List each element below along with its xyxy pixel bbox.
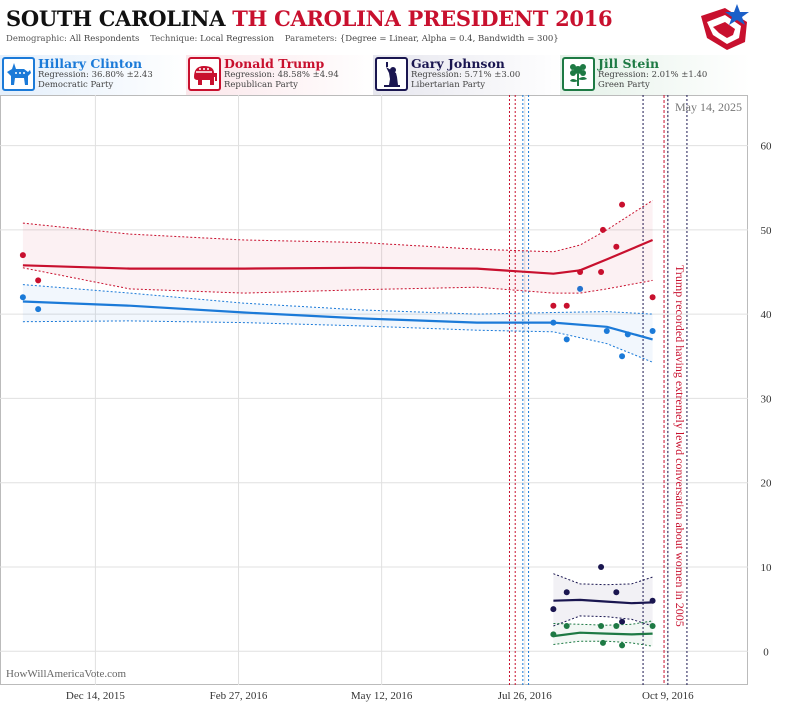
trend-line: [22, 300, 653, 341]
candidate-icon-box: [562, 57, 595, 91]
technique-value: Local Regression: [200, 34, 275, 44]
parameters-label: Parameters:: [284, 34, 338, 44]
poll-point: [550, 319, 557, 326]
y-tick-label: 30: [761, 393, 773, 405]
poll-point: [624, 331, 631, 338]
candidate-regression: Regression: 48.58% ±4.94: [224, 70, 339, 80]
poll-point: [577, 285, 584, 292]
candidate-name: Gary Johnson: [411, 56, 505, 71]
candidate-name: Hillary Clinton: [38, 56, 143, 71]
poll-point: [613, 589, 620, 596]
y-tick-label: 40: [761, 309, 773, 321]
poll-point: [550, 606, 557, 613]
poll-point: [563, 589, 570, 596]
poll-point: [649, 328, 656, 334]
confidence-upper: [553, 620, 653, 626]
poll-point: [577, 269, 584, 275]
trend-line: [553, 631, 653, 638]
parameters-value: {Degree = Linear, Alpha = 0.4, Bandwidth…: [339, 34, 559, 44]
poll-point: [563, 623, 570, 629]
candidate-name: Donald Trump: [224, 56, 325, 71]
trend-line: [553, 598, 653, 605]
y-tick-label: 60: [761, 141, 773, 153]
candidate-card-johnson: Gary Johnson Regression: 5.71% ±3.00 Lib…: [373, 55, 563, 95]
confidence-upper: [22, 199, 653, 253]
header: SOUTH CAROLINA TH CAROLINA PRESIDENT 201…: [0, 0, 789, 55]
candidate-icon-box: [2, 57, 35, 91]
date-stamp: May 14, 2025: [675, 100, 742, 114]
demographic-label: Demographic:: [6, 34, 67, 44]
x-tick-label: May 12, 2016: [351, 690, 413, 702]
poll-point: [619, 642, 626, 649]
poll-point: [550, 631, 557, 638]
poll-point: [599, 639, 606, 646]
poll-point: [598, 564, 605, 570]
candidate-icon-box: [375, 57, 408, 91]
poll-point: [603, 328, 610, 334]
event-annotation: Trump recorded having extremely lewd con…: [673, 265, 687, 627]
confidence-lower: [553, 640, 653, 647]
poll-point: [619, 201, 626, 208]
poll-point: [35, 277, 42, 284]
y-tick-label: 0: [763, 646, 769, 658]
confidence-upper: [22, 284, 653, 315]
donkey-icon: [7, 63, 31, 85]
poll-point: [550, 302, 557, 309]
title-state: SOUTH CAROLINA: [6, 6, 226, 31]
candidate-card-clinton: Hillary Clinton Regression: 36.80% ±2.43…: [0, 55, 190, 95]
candidate-card-trump: Donald Trump Regression: 48.58% ±4.94 Re…: [186, 55, 376, 95]
poll-point: [35, 306, 42, 313]
site-logo-icon: [701, 4, 749, 50]
elephant-icon: [194, 66, 217, 85]
poll-chart: 0 10 20 30 40 50 60 Dec 14, 2015 Feb 27, 2016 May…: [0, 95, 789, 704]
flower-icon: [570, 64, 587, 86]
y-tick-label: 10: [761, 562, 773, 574]
poll-point: [19, 252, 26, 259]
parameters-line: Demographic: All Respondents Technique: …: [6, 34, 559, 44]
poll-point: [598, 623, 605, 629]
poll-point: [619, 353, 626, 360]
candidate-icon-box: [188, 57, 221, 91]
confidence-band: [22, 284, 653, 363]
demographic-value: All Respondents: [69, 34, 140, 44]
x-tick-label: Dec 14, 2015: [66, 690, 125, 702]
poll-point: [598, 269, 605, 275]
title-subtitle: TH CAROLINA PRESIDENT 2016: [232, 6, 613, 31]
liberty-icon: [384, 62, 400, 87]
poll-point: [649, 623, 656, 629]
poll-point: [599, 226, 606, 233]
confidence-lower: [22, 320, 653, 363]
candidate-legend: Hillary Clinton Regression: 36.80% ±2.43…: [0, 55, 789, 95]
poll-point: [563, 336, 570, 343]
poll-point: [613, 243, 620, 250]
y-tick-label: 20: [761, 478, 773, 490]
candidate-party: Republican Party: [224, 80, 298, 90]
confidence-lower: [22, 267, 653, 294]
candidate-party: Libertarian Party: [411, 80, 486, 90]
x-tick-label: Feb 27, 2016: [210, 690, 268, 702]
chart-svg: 0 10 20 30 40 50 60 Dec 14, 2015 Feb 27, 2016 May…: [0, 95, 773, 702]
poll-point: [19, 294, 26, 301]
watermark: HowWillAmericaVote.com: [6, 668, 126, 680]
candidate-party: Democratic Party: [38, 80, 114, 90]
poll-point: [563, 302, 570, 309]
candidate-regression: Regression: 2.01% ±1.40: [598, 70, 708, 80]
trend-line: [22, 238, 654, 275]
poll-point: [619, 618, 626, 625]
plot-area: [0, 95, 748, 685]
candidate-party: Green Party: [598, 80, 650, 90]
poll-point: [649, 597, 656, 604]
y-tick-label: 50: [761, 225, 773, 237]
confidence-band: [553, 573, 653, 626]
candidate-regression: Regression: 5.71% ±3.00: [411, 70, 521, 80]
poll-point: [649, 294, 656, 301]
page-title: SOUTH CAROLINA TH CAROLINA PRESIDENT 201…: [6, 6, 613, 31]
candidate-regression: Regression: 36.80% ±2.43: [38, 70, 153, 80]
x-tick-label: Jul 26, 2016: [498, 690, 553, 702]
candidate-name: Jill Stein: [598, 56, 660, 71]
candidate-card-stein: Jill Stein Regression: 2.01% ±1.40 Green…: [560, 55, 750, 95]
x-tick-label: Oct 9, 2016: [642, 690, 694, 702]
technique-label: Technique:: [150, 34, 198, 44]
poll-point: [613, 623, 620, 629]
